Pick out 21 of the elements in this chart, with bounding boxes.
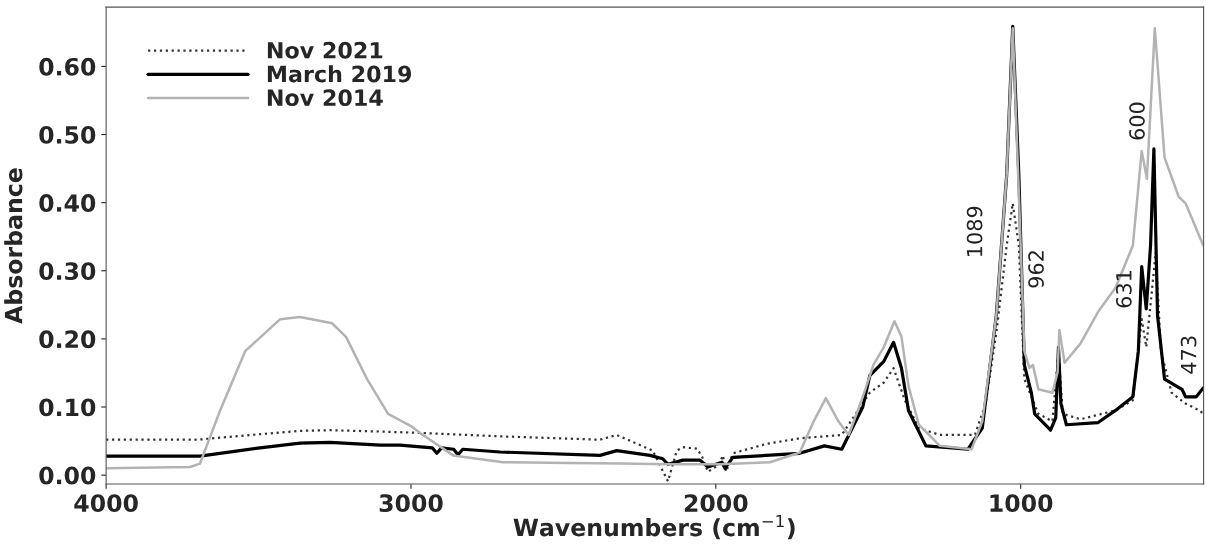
y-tick-label: 0.00 [39, 466, 96, 485]
annotation: 962 [1028, 251, 1044, 288]
legend-label: March 2019 [267, 65, 412, 83]
annotation: 1089 [966, 206, 983, 256]
x-tick-label: 4000 [74, 494, 138, 512]
y-tick-label: 0.50 [39, 125, 96, 144]
x-tick-label: 1000 [990, 494, 1053, 512]
annotation: 473 [1180, 336, 1197, 374]
legend-label: Nov 2021 [267, 41, 383, 59]
x-tick-label: 3000 [379, 494, 443, 512]
y-tick-label: 0.20 [39, 330, 96, 349]
y-tick-label: 0.10 [39, 398, 96, 417]
y-tick-label: 0.60 [39, 57, 96, 76]
annotation: 600 [1129, 102, 1145, 140]
x-axis-title: Wavenumbers (cm$^{−1}$) [513, 514, 795, 540]
y-tick-label: 0.30 [39, 262, 96, 281]
annotation: 631 [1115, 271, 1132, 308]
y-tick-label: 0.40 [39, 194, 96, 212]
x-tick-label: 2000 [684, 494, 748, 512]
y-axis-title: Absorbance [4, 168, 23, 324]
legend-label: Nov 2014 [267, 89, 383, 107]
